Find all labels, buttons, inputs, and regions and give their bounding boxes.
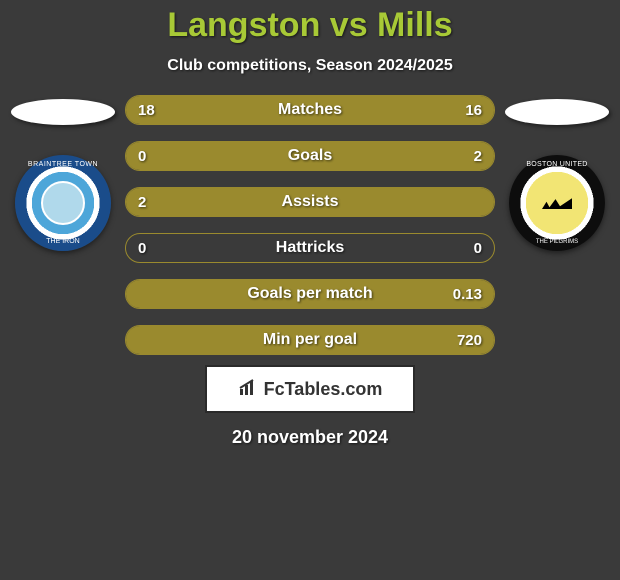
comparison-card: Langston vs Mills Club competitions, Sea… (0, 0, 620, 580)
left-badge-bottom-text: THE IRON (46, 238, 79, 245)
right-badge-bottom-text: THE PILGRIMS (536, 239, 578, 245)
left-ellipse-placeholder (11, 99, 115, 125)
left-column: BRAINTREE TOWN THE IRON (11, 95, 115, 251)
stat-left-value: 18 (138, 102, 155, 119)
attribution-box[interactable]: FcTables.com (205, 365, 415, 413)
stat-right-value: 720 (457, 332, 482, 349)
stats-column: 18 16 Matches 0 2 Goals 2 Assists 0 0 Hattricks 0.1… (125, 95, 495, 355)
stat-left-value: 0 (138, 240, 146, 257)
stat-label: Assists (282, 193, 339, 211)
right-ellipse-placeholder (505, 99, 609, 125)
stat-label: Hattricks (276, 239, 344, 257)
stat-left-value: 2 (138, 194, 146, 211)
stat-row: 0 0 Hattricks (125, 233, 495, 263)
stat-row: 0 2 Goals (125, 141, 495, 171)
stat-right-value: 16 (465, 102, 482, 119)
stat-right-value: 2 (474, 148, 482, 165)
right-team-badge: BOSTON UNITED THE PILGRIMS (509, 155, 605, 251)
attribution-text: FcTables.com (264, 379, 383, 400)
right-column: BOSTON UNITED THE PILGRIMS (505, 95, 609, 251)
subtitle: Club competitions, Season 2024/2025 (167, 57, 452, 75)
page-title: Langston vs Mills (167, 6, 452, 45)
stat-right-value: 0.13 (453, 286, 482, 303)
stat-label: Goals per match (247, 285, 372, 303)
stat-label: Min per goal (263, 331, 357, 349)
left-team-badge: BRAINTREE TOWN THE IRON (15, 155, 111, 251)
left-badge-top-text: BRAINTREE TOWN (28, 161, 98, 168)
stat-right-value: 0 (474, 240, 482, 257)
right-badge-top-text: BOSTON UNITED (526, 161, 587, 168)
stat-row: 18 16 Matches (125, 95, 495, 125)
right-badge-ship-icon (542, 191, 572, 209)
stat-row: 0.13 Goals per match (125, 279, 495, 309)
main-row: BRAINTREE TOWN THE IRON 18 16 Matches 0 2 Goa… (0, 95, 620, 355)
chart-icon (238, 378, 260, 401)
stat-left-value: 0 (138, 148, 146, 165)
stat-row: 2 Assists (125, 187, 495, 217)
left-badge-inner-circle (41, 181, 85, 225)
stat-label: Goals (288, 147, 332, 165)
stat-label: Matches (278, 101, 342, 119)
date-text: 20 november 2024 (232, 427, 388, 448)
stat-row: 720 Min per goal (125, 325, 495, 355)
